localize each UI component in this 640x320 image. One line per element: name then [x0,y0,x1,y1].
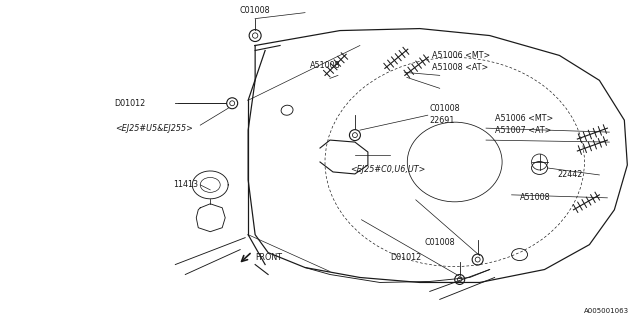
Text: A51008: A51008 [520,193,550,202]
Text: A51007 <AT>: A51007 <AT> [495,126,551,135]
Text: 22691: 22691 [430,116,455,125]
Text: C01008: C01008 [430,104,460,113]
Text: <EJ25#C0,U6,UT>: <EJ25#C0,U6,UT> [350,165,426,174]
Text: 11413: 11413 [173,180,198,189]
Text: A51006 <MT>: A51006 <MT> [495,114,553,123]
Text: A51008: A51008 [310,61,340,70]
Text: A005001063: A005001063 [584,308,629,314]
Text: C01008: C01008 [240,6,271,15]
Text: FRONT: FRONT [255,253,282,262]
Text: A51008 <AT>: A51008 <AT> [432,63,488,72]
Text: 22442: 22442 [557,171,583,180]
Text: <EJ25#U5&EJ255>: <EJ25#U5&EJ255> [115,124,193,132]
Text: D01012: D01012 [114,99,145,108]
Text: D01012: D01012 [390,253,421,262]
Text: A51006 <MT>: A51006 <MT> [432,51,490,60]
Text: C01008: C01008 [425,238,456,247]
